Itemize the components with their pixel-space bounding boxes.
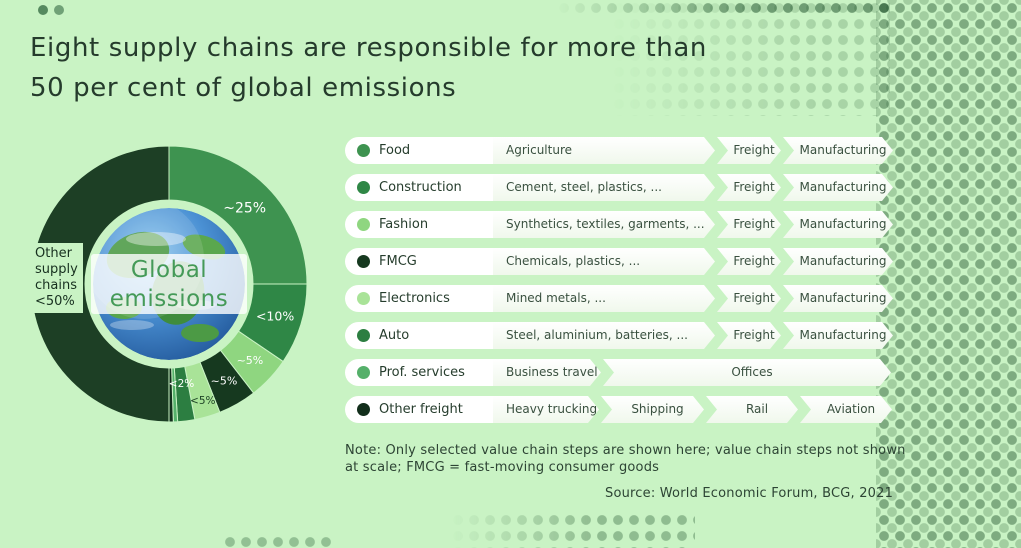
category-color-dot — [357, 403, 370, 416]
page-title-line2: 50 per cent of global emissions — [30, 73, 457, 103]
value-chain-step: Rail — [706, 396, 798, 423]
category-label: Food — [379, 143, 411, 158]
value-chain-step: Manufacturing — [783, 322, 893, 349]
value-chain-step: Offices — [603, 359, 891, 386]
category-label: Fashion — [379, 217, 429, 232]
value-chain-step: Synthetics, textiles, garments, ... — [493, 211, 715, 238]
value-chain-step: Freight — [717, 137, 781, 164]
donut-slice-label: ~25% — [223, 200, 266, 216]
decor-dot — [38, 5, 48, 15]
value-chain-step: Manufacturing — [783, 174, 893, 201]
value-chain-step: Manufacturing — [783, 248, 893, 275]
value-chain-step: Chemicals, plastics, ... — [493, 248, 715, 275]
footnote: Note: Only selected value chain steps ar… — [345, 442, 906, 476]
category-cell: Fashion — [345, 211, 493, 238]
category-label: Construction — [379, 180, 462, 195]
donut-slice-other-supply-chains — [30, 145, 170, 423]
category-cell: Auto — [345, 322, 493, 349]
value-chain-step: Shipping — [601, 396, 704, 423]
value-chain-step: Cement, steel, plastics, ... — [493, 174, 715, 201]
donut-slice-label: ~5% — [237, 354, 264, 367]
category-color-dot — [357, 292, 370, 305]
supply-chain-row-auto: Auto Steel, aluminium, batteries, ... Frei… — [345, 322, 901, 349]
value-chain-step: Aviation — [800, 396, 892, 423]
category-color-dot — [357, 255, 370, 268]
value-chain-step: Freight — [717, 211, 781, 238]
category-color-dot — [357, 218, 370, 231]
value-chain-step: Manufacturing — [783, 285, 893, 312]
other-label-line: chains — [35, 278, 77, 293]
category-cell: Other freight — [345, 396, 493, 423]
footnote-line2: at scale; FMCG = fast-moving consumer go… — [345, 460, 660, 475]
donut-slice-label: <2% — [169, 378, 194, 390]
value-chain-step: Agriculture — [493, 137, 715, 164]
supply-chain-row-fmcg: FMCG Chemicals, plastics, ... Freight Manuf… — [345, 248, 901, 275]
value-chain-step: Freight — [717, 322, 781, 349]
supply-chain-row-other-freight: Other freight Heavy trucking Shipping Rail A… — [345, 396, 901, 423]
donut-slice-label: ~5% — [211, 374, 238, 387]
donut-slice-food — [168, 145, 308, 285]
page-title: Eight supply chains are responsible for … — [30, 28, 707, 108]
dot-pattern-bottom — [450, 512, 695, 548]
value-chain-step: Business travel — [493, 359, 601, 386]
value-chain-step: Freight — [717, 174, 781, 201]
dot-pattern-top-edge — [556, 0, 890, 15]
category-label: FMCG — [379, 254, 417, 269]
category-cell: Prof. services — [345, 359, 493, 386]
donut-slice-label: <5% — [190, 395, 215, 407]
page-title-line1: Eight supply chains are responsible for … — [30, 33, 707, 63]
category-color-dot — [357, 329, 370, 342]
category-color-dot — [357, 181, 370, 194]
value-chain-step: Freight — [717, 285, 781, 312]
category-cell: Food — [345, 137, 493, 164]
donut-center-label-line1: Global — [130, 257, 208, 283]
donut-slice-label: <10% — [256, 309, 294, 324]
category-cell: Construction — [345, 174, 493, 201]
other-label-line: <50% — [35, 294, 75, 309]
category-label: Other freight — [379, 402, 463, 417]
value-chain-step: Freight — [717, 248, 781, 275]
value-chain-step: Manufacturing — [783, 137, 893, 164]
category-cell: Electronics — [345, 285, 493, 312]
supply-chain-row-fashion: Fashion Synthetics, textiles, garments, .… — [345, 211, 901, 238]
other-supply-chains-label: Other supply chains <50% — [30, 243, 83, 313]
supply-chain-row-electronics: Electronics Mined metals, ... Freight Manuf… — [345, 285, 901, 312]
value-chain-step: Manufacturing — [783, 211, 893, 238]
category-label: Auto — [379, 328, 410, 343]
category-label: Prof. services — [379, 365, 465, 380]
supply-chain-row-construction: Construction Cement, steel, plastics, ...… — [345, 174, 901, 201]
value-chain-step: Mined metals, ... — [493, 285, 715, 312]
donut-center-label: Global emissions — [91, 254, 247, 314]
supply-chain-row-prof-services: Prof. services Business travel Offices — [345, 359, 901, 386]
other-label-line: supply — [35, 262, 78, 277]
dot-pattern-bottom-left — [222, 534, 334, 548]
footnote-line1: Note: Only selected value chain steps ar… — [345, 443, 906, 458]
value-chain-step: Steel, aluminium, batteries, ... — [493, 322, 715, 349]
supply-chain-row-food: Food Agriculture Freight Manufacturing — [345, 137, 901, 164]
category-color-dot — [357, 366, 370, 379]
category-label: Electronics — [379, 291, 450, 306]
supply-chain-table: Food Agriculture Freight Manufacturing Const… — [345, 137, 901, 433]
category-color-dot — [357, 144, 370, 157]
decor-dot — [54, 5, 64, 15]
donut-center-label-line2: emissions — [109, 286, 229, 312]
category-cell: FMCG — [345, 248, 493, 275]
value-chain-step: Heavy trucking — [493, 396, 599, 423]
other-label-line: Other — [35, 246, 72, 261]
source-credit: Source: World Economic Forum, BCG, 2021 — [605, 486, 894, 501]
